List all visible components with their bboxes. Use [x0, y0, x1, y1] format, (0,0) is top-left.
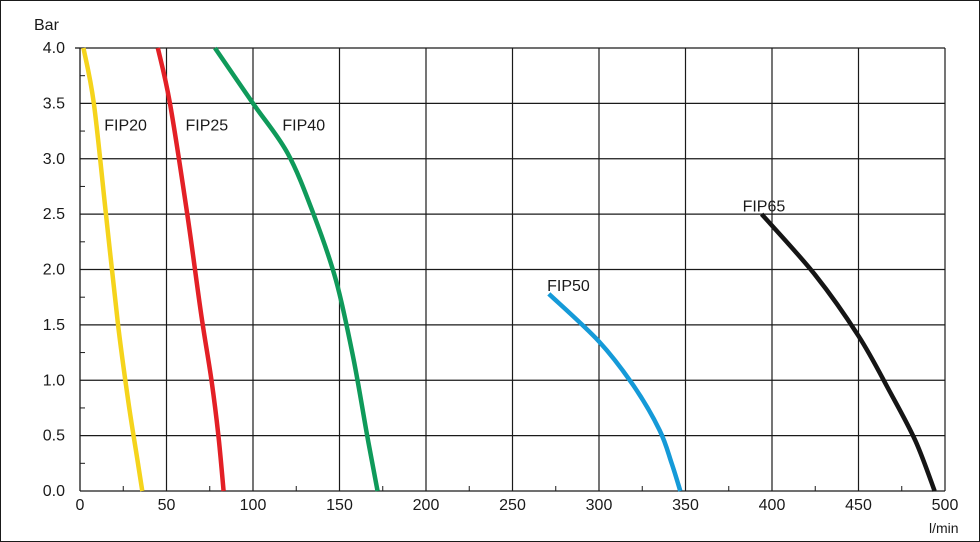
- series-line-fip50: [547, 292, 683, 492]
- x-tick-label: 250: [499, 497, 526, 514]
- x-tick-label: 150: [326, 497, 353, 514]
- minor-ticks: [80, 75, 903, 491]
- grid: [80, 47, 946, 491]
- x-tick-label: 200: [413, 497, 440, 514]
- series-line-fip65: [759, 212, 937, 492]
- x-tick-label: 450: [845, 497, 872, 514]
- y-tick-label: 1.0: [43, 372, 65, 389]
- x-tick-label: 400: [759, 497, 786, 514]
- y-tick-label: 3.0: [43, 151, 65, 168]
- x-tick-label: 300: [586, 497, 613, 514]
- y-tick-label: 4.0: [43, 40, 65, 57]
- y-tick-label: 3.5: [43, 95, 65, 112]
- x-tick-label: 0: [76, 497, 85, 514]
- series-label-fip50: FIP50: [547, 278, 590, 295]
- axes: 0 50 100 150 200 250 300 350 400 450 500 0.0 0.5 1.0 1…: [43, 40, 959, 514]
- series-label-fip20: FIP20: [104, 118, 147, 135]
- x-axis-label: l/min: [929, 520, 959, 536]
- y-axis-label: Bar: [34, 17, 60, 34]
- series-label-fip65: FIP65: [743, 198, 786, 215]
- series-label-fip40: FIP40: [282, 118, 325, 135]
- series-line-fip20: [81, 47, 145, 492]
- x-tick-label: 100: [240, 497, 267, 514]
- y-tick-label: 1.5: [43, 317, 65, 334]
- series-line-fip25: [155, 47, 226, 492]
- series-lines: [81, 46, 937, 492]
- x-tick-label: 350: [672, 497, 699, 514]
- series-line-fip40: [213, 46, 380, 492]
- series-label-fip25: FIP25: [186, 118, 229, 135]
- y-tick-label: 0.5: [43, 428, 65, 445]
- y-tick-label: 0.0: [43, 483, 65, 500]
- labels: FIP20 FIP25 FIP40 FIP50 FIP65: [104, 118, 785, 296]
- x-tick-label: 500: [932, 497, 959, 514]
- x-tick-label: 50: [158, 497, 176, 514]
- y-tick-label: 2.5: [43, 206, 65, 223]
- y-tick-label: 2.0: [43, 262, 65, 279]
